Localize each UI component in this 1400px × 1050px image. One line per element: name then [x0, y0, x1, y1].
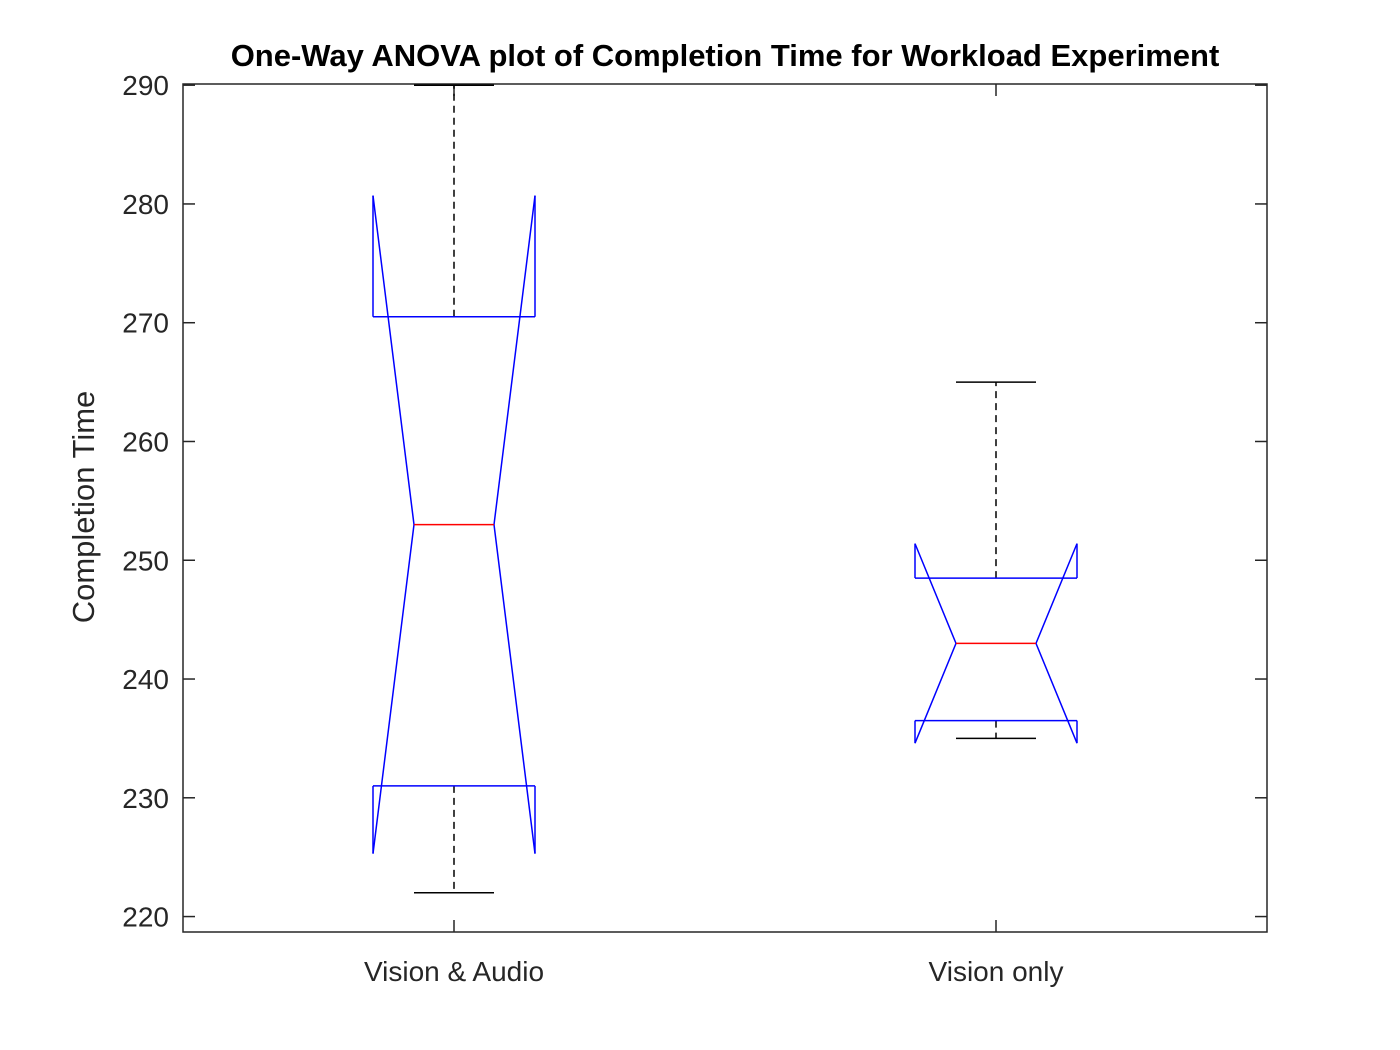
- y-axis-label: Completion Time: [66, 391, 101, 624]
- box-group: [372, 84, 1078, 894]
- y-tick-label: 240: [122, 664, 169, 695]
- x-axis-ticks: Vision & Audio Vision only: [364, 84, 1063, 987]
- x-tick-label: Vision & Audio: [364, 956, 544, 987]
- y-tick-label: 250: [122, 545, 169, 576]
- y-tick-label: 270: [122, 308, 169, 339]
- y-axis-ticks: 220 230 240 250 260 270 280 290: [122, 70, 1267, 933]
- x-tick-label: Vision only: [929, 956, 1064, 987]
- box-2: [914, 381, 1078, 744]
- y-tick-label: 280: [122, 189, 169, 220]
- plot-area: [182, 83, 1268, 933]
- y-tick-label: 260: [122, 426, 169, 457]
- chart-title: One-Way ANOVA plot of Completion Time fo…: [231, 38, 1220, 73]
- y-tick-label: 220: [122, 902, 169, 933]
- y-tick-label: 290: [122, 70, 169, 101]
- box-1: [372, 84, 536, 894]
- y-tick-label: 230: [122, 783, 169, 814]
